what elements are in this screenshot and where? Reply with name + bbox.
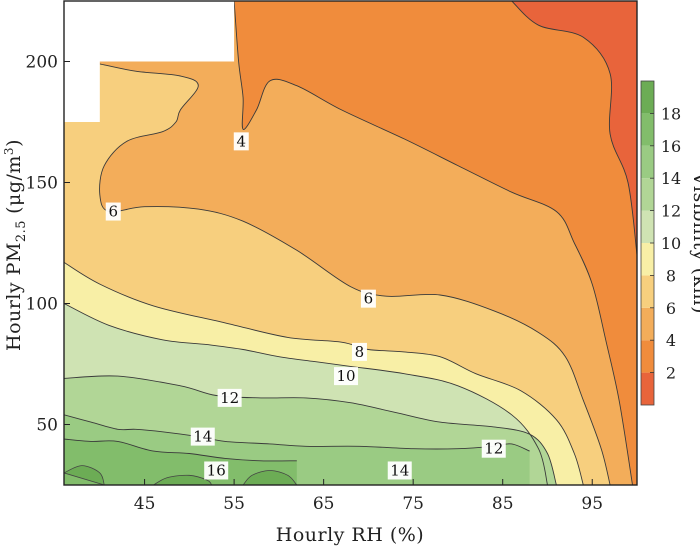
contour-line-10 (64, 303, 548, 485)
contour-label-text: 6 (108, 203, 118, 221)
contour-label-bg (217, 388, 242, 407)
contour-label-text: 8 (355, 343, 365, 361)
colorbar-segment (641, 340, 654, 373)
colorbar-segment (641, 145, 654, 179)
contour-label-bg (351, 342, 367, 361)
contour-label-text: 4 (236, 132, 246, 150)
contour-bands (64, 1, 637, 485)
contour-label-bg (105, 202, 121, 221)
colorbar-tick-label: 8 (666, 266, 676, 285)
contour-label-text: 12 (220, 389, 239, 407)
colorbar-tick-label: 14 (661, 169, 681, 188)
contour-line-16 (64, 438, 297, 462)
plot-frame (63, 0, 638, 486)
contour-label-text: 6 (364, 290, 374, 308)
band-fill-16-18 (64, 439, 297, 485)
contour-line-8 (64, 262, 584, 485)
y-axis-title-unit: (μg/m (3, 155, 25, 214)
contour-label-bg (360, 289, 376, 308)
colorbar-segment (641, 113, 654, 146)
contour-label-text: 16 (207, 461, 226, 479)
x-axis-title: Hourly RH (%) (276, 524, 424, 546)
colorbar-tick-label: 10 (661, 234, 681, 253)
colorbar-tick-label: 18 (661, 104, 681, 123)
colorbar-tick-label: 16 (661, 137, 681, 156)
contour-label-bg (233, 132, 249, 151)
colorbar-tick-label: 12 (661, 202, 681, 221)
y-axis-title-main: Hourly PM (3, 242, 25, 351)
y-axis-title: Hourly PM2.5 (μg/m3) (2, 139, 29, 351)
y-axis-ticks: 50 100 150 200 (26, 53, 70, 436)
colorbar-segment (641, 372, 654, 405)
colorbar-tick-label: 2 (666, 364, 676, 383)
contour-label: 12 (217, 388, 242, 407)
x-tick-label: 95 (581, 494, 603, 514)
colorbar-segment (641, 275, 654, 308)
y-tick-label: 200 (26, 53, 58, 73)
contour-label: 14 (190, 427, 215, 446)
contour-line-6 (99, 63, 611, 485)
contour-label-text: 10 (336, 367, 355, 385)
band-fill-18-20-patch (242, 470, 298, 485)
y-tick-label: 150 (26, 174, 58, 194)
contour-label: 4 (233, 132, 249, 151)
contour-label: 6 (360, 289, 376, 308)
colorbar-tick-label: 6 (666, 299, 676, 318)
contour-lines (64, 1, 637, 485)
contour-label: 6 (105, 202, 121, 221)
x-tick-label: 65 (313, 494, 335, 514)
colorbar: 2 4 6 8 10 12 14 16 18 (640, 80, 681, 406)
no-data-region (64, 1, 235, 62)
no-data-region (64, 61, 100, 122)
contour-label-bg (481, 439, 506, 458)
contour-label-bg (387, 461, 412, 480)
x-axis-ticks: 45 55 65 75 85 95 (134, 479, 603, 514)
colorbar-tick-label: 4 (666, 331, 676, 350)
x-tick-label: 45 (134, 494, 156, 514)
contour-label: 14 (387, 461, 412, 480)
x-tick-label: 55 (223, 494, 245, 514)
contour-labels: 4 6 6 810 12 12 14 14 16 (105, 132, 506, 480)
colorbar-segment (641, 243, 654, 276)
contour-line-2 (511, 1, 637, 256)
contour-line-12 (64, 375, 557, 485)
contour-label-bg (190, 427, 215, 446)
contour-line-4 (233, 1, 633, 485)
y-axis-title-unit-close: ) (3, 139, 25, 147)
x-tick-label: 75 (402, 494, 424, 514)
contour-label-text: 14 (390, 461, 409, 479)
contour-label: 12 (481, 439, 506, 458)
colorbar-segment (641, 307, 654, 341)
no-data-regions (64, 1, 235, 122)
contour-label: 10 (334, 367, 359, 386)
band-fill-18-20-patch (64, 465, 105, 485)
plot-area (64, 1, 637, 485)
x-tick-label: 85 (492, 494, 514, 514)
contour-label: 16 (204, 461, 229, 480)
band-fill-18-20-patch (153, 474, 213, 485)
contour-label-bg (334, 367, 359, 386)
y-axis-title-sub: 2.5 (14, 220, 29, 242)
contour-label-bg (204, 461, 229, 480)
colorbar-segment (641, 178, 654, 211)
colorbar-title: Visibility (km) (689, 171, 700, 314)
y-axis-title-unit-sup: 3 (2, 147, 16, 155)
colorbar-segment (641, 81, 654, 114)
colorbar-segment (641, 210, 654, 243)
contour-label-text: 12 (484, 440, 503, 458)
y-tick-label: 50 (36, 416, 58, 436)
y-tick-label: 100 (26, 295, 58, 315)
contour-label: 8 (351, 342, 367, 361)
contour-label-text: 14 (193, 428, 212, 446)
